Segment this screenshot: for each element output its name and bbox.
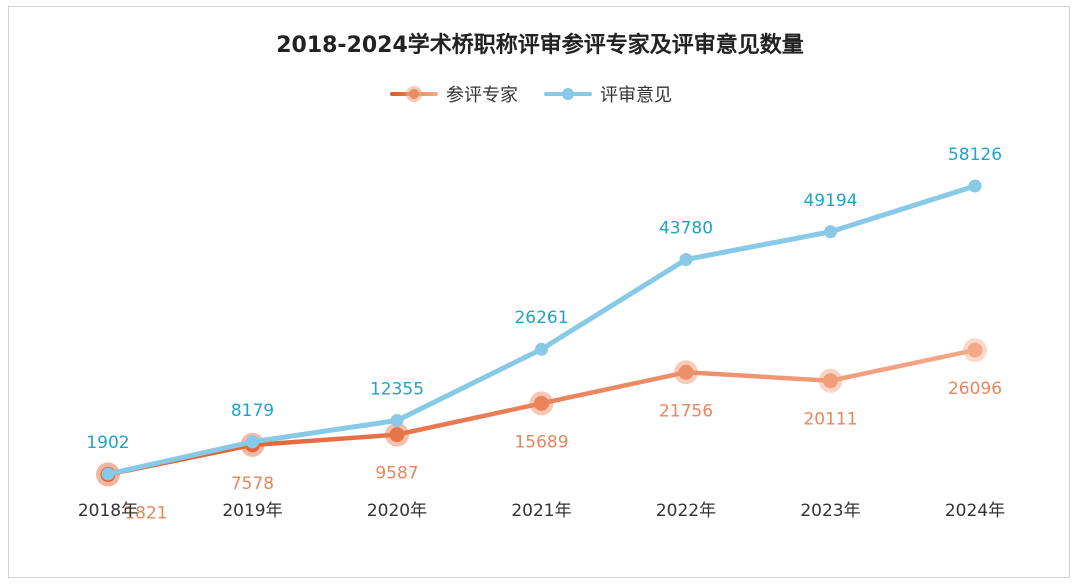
series-a-labels: 1821 7578 9587 15689 21756 20111 26096 bbox=[124, 379, 1002, 523]
series-b bbox=[101, 179, 982, 481]
series-b-labels: 1902 8179 12355 26261 43780 49194 58126 bbox=[86, 145, 1002, 453]
series-b-point[interactable] bbox=[968, 179, 982, 193]
series-a-point[interactable] bbox=[534, 395, 549, 411]
series-a-point[interactable] bbox=[389, 427, 405, 443]
series-b-data-label: 1902 bbox=[86, 433, 129, 453]
chart-frame bbox=[8, 6, 1070, 578]
series-b-point[interactable] bbox=[246, 435, 259, 449]
series-a-point[interactable] bbox=[823, 373, 838, 389]
series-a-point[interactable] bbox=[967, 342, 983, 358]
series-b-point[interactable] bbox=[679, 252, 693, 266]
series-a-data-label: 15689 bbox=[514, 432, 568, 452]
legend-item-series-b[interactable]: 评审意见 bbox=[544, 85, 672, 106]
series-b-data-label: 12355 bbox=[370, 379, 424, 399]
series-a-data-label: 21756 bbox=[659, 401, 713, 421]
series-b-data-label: 26261 bbox=[514, 308, 568, 328]
chart-title: 2018-2024学术桥职称评审参评专家及评审意见数量 bbox=[276, 32, 804, 58]
series-b-data-label: 43780 bbox=[659, 218, 713, 238]
x-tick-label: 2024年 bbox=[945, 501, 1005, 521]
plot-area: 1821 7578 9587 15689 21756 20111 26096 1902 8179… bbox=[86, 145, 1002, 523]
legend-marker-series-a bbox=[409, 89, 419, 99]
series-b-line bbox=[105, 183, 978, 477]
legend-label-series-a: 参评专家 bbox=[446, 85, 518, 106]
legend: 参评专家 评审意见 bbox=[390, 85, 672, 106]
series-b-data-label: 58126 bbox=[948, 145, 1002, 165]
series-b-point[interactable] bbox=[101, 467, 115, 481]
series-a-data-label: 20111 bbox=[803, 410, 857, 430]
x-tick-label: 2021年 bbox=[511, 501, 571, 521]
series-a-point[interactable] bbox=[678, 364, 694, 380]
legend-label-series-b: 评审意见 bbox=[600, 85, 672, 106]
x-tick-label: 2022年 bbox=[656, 501, 716, 521]
legend-marker-series-b bbox=[562, 88, 574, 100]
series-a-data-label: 1821 bbox=[124, 503, 167, 523]
series-b-data-label: 8179 bbox=[231, 401, 274, 421]
x-tick-label: 2023年 bbox=[800, 501, 860, 521]
series-b-point[interactable] bbox=[535, 342, 548, 356]
series-b-point[interactable] bbox=[824, 225, 837, 239]
series-b-point[interactable] bbox=[390, 413, 404, 427]
x-tick-label: 2018年 bbox=[78, 501, 138, 521]
x-axis: 2018年 2019年 2020年 2021年 2022年 2023年 2024年 bbox=[78, 501, 1005, 521]
x-tick-label: 2020年 bbox=[367, 501, 427, 521]
x-tick-label: 2019年 bbox=[222, 501, 282, 521]
series-a-data-label: 9587 bbox=[375, 464, 418, 484]
series-a-data-label: 7578 bbox=[231, 474, 274, 494]
series-a-data-label: 26096 bbox=[948, 379, 1002, 399]
series-b-data-label: 49194 bbox=[803, 191, 857, 211]
legend-item-series-a[interactable]: 参评专家 bbox=[390, 85, 518, 106]
